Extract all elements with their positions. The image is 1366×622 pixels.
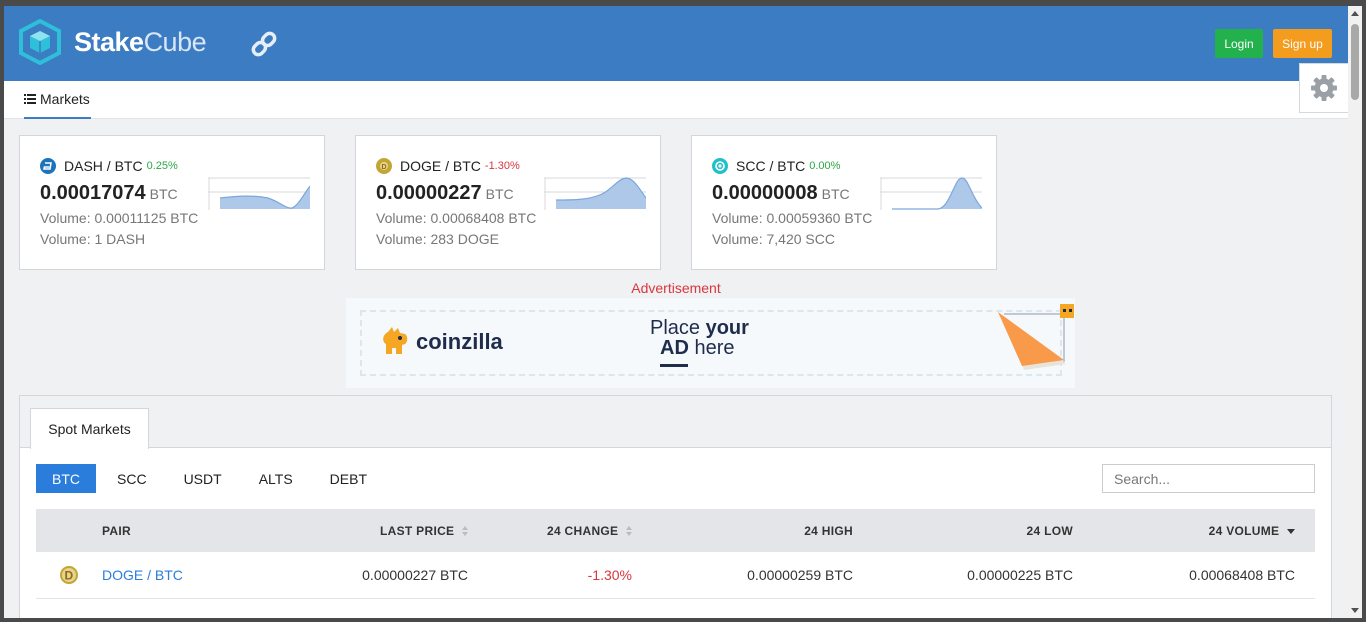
site-logo[interactable]: StakeCube	[18, 19, 207, 65]
page-scrollbar[interactable]	[1348, 6, 1362, 618]
ticker-pair: DOGE / BTC	[400, 158, 481, 174]
nav-markets-tab[interactable]: Markets	[24, 81, 91, 119]
col-pair[interactable]: PAIR	[102, 523, 131, 538]
sort-icon	[462, 526, 468, 537]
col-24-volume[interactable]: 24 VOLUME	[1073, 524, 1295, 538]
place-ad-text: Place your AD here	[650, 318, 749, 367]
ticker-volume-coin: Volume: 1 DASH	[40, 231, 146, 247]
filter-debt[interactable]: DEBT	[329, 470, 368, 487]
table-row[interactable]: D DOGE / BTC 0.00000227 BTC -1.30% 0.000…	[36, 552, 1315, 599]
svg-text:D: D	[382, 164, 387, 171]
filter-scc[interactable]: SCC	[117, 470, 147, 487]
site-header: StakeCube Login Sign up	[4, 6, 1348, 81]
doge-coin-icon: D	[376, 158, 392, 174]
list-icon	[24, 94, 36, 104]
table-header: PAIR LAST PRICE 24 CHANGE 24 HIGH 24 LOW…	[36, 509, 1315, 552]
ticker-price: 0.00000008	[712, 182, 818, 204]
ticker-pair: SCC / BTC	[736, 158, 806, 174]
market-search-input[interactable]	[1102, 464, 1315, 493]
cell-high: 0.00000259 BTC	[747, 567, 853, 583]
coinzilla-logo: coinzilla	[380, 326, 503, 358]
nav-markets-label: Markets	[40, 91, 90, 107]
ticker-card-scc[interactable]: SCC / BTC 0.00% 0.00000008 BTC Volume: 0.…	[691, 135, 997, 270]
panel-tab-bar: Spot Markets	[20, 396, 1331, 449]
login-button[interactable]: Login	[1215, 29, 1263, 58]
scroll-up-icon[interactable]	[1351, 11, 1359, 16]
spot-markets-panel: Spot Markets BTC SCC USDT ALTS DEBT PAIR…	[19, 395, 1332, 618]
col-24-low[interactable]: 24 LOW	[1026, 523, 1073, 538]
col-last-price[interactable]: LAST PRICE	[242, 524, 468, 538]
tab-spot-markets[interactable]: Spot Markets	[30, 408, 149, 449]
ticker-pair: DASH / BTC	[64, 158, 143, 174]
scrollbar-thumb[interactable]	[1351, 24, 1359, 100]
ticker-change: 0.25%	[146, 160, 178, 172]
ticker-volume-btc: Volume: 0.00011125 BTC	[40, 210, 199, 226]
cell-change: -1.30%	[587, 567, 632, 583]
cell-volume: 0.00068408 BTC	[1189, 567, 1295, 583]
ticker-card-dash[interactable]: DASH / BTC 0.25% 0.00017074 BTC Volume: 0…	[19, 135, 325, 270]
filter-usdt[interactable]: USDT	[183, 470, 222, 487]
browser-window: StakeCube Login Sign up Markets	[4, 6, 1348, 618]
scc-coin-icon	[712, 158, 728, 174]
market-filter-tabs: BTC SCC USDT ALTS DEBT	[36, 464, 388, 493]
ticker-unit: BTC	[149, 186, 178, 202]
filter-alts[interactable]: ALTS	[258, 470, 293, 487]
ticker-unit: BTC	[821, 186, 850, 202]
brand-name: StakeCube	[74, 26, 207, 57]
ticker-change: -1.30%	[484, 160, 520, 172]
sort-icon	[626, 526, 632, 537]
cell-last-price: 0.00000227 BTC	[362, 567, 468, 583]
advertisement-label: Advertisement	[631, 280, 721, 296]
ticker-change: 0.00%	[809, 160, 841, 172]
markets-table: PAIR LAST PRICE 24 CHANGE 24 HIGH 24 LOW…	[36, 509, 1315, 599]
ticker-price: 0.00000227	[376, 182, 482, 204]
ticker-volume-btc: Volume: 0.00059360 BTC	[712, 210, 873, 226]
signup-button[interactable]: Sign up	[1273, 29, 1332, 58]
cell-low: 0.00000225 BTC	[967, 567, 1073, 583]
col-24-high[interactable]: 24 HIGH	[804, 523, 853, 538]
coinzilla-mascot-icon	[383, 327, 408, 354]
sparkline-chart	[880, 177, 982, 210]
pair-link[interactable]: DOGE / BTC	[102, 567, 183, 583]
coinzilla-text: coinzilla	[416, 329, 503, 354]
col-24-change[interactable]: 24 CHANGE	[468, 524, 632, 538]
doge-coin-icon: D	[60, 566, 78, 584]
ticker-price: 0.00017074	[40, 182, 146, 204]
nav-bar: Markets	[4, 81, 1348, 119]
ticker-unit: BTC	[485, 186, 514, 202]
ticker-card-doge[interactable]: D DOGE / BTC -1.30% 0.00000227 BTC Volume…	[355, 135, 661, 270]
cube-logo-icon	[19, 19, 61, 65]
dash-coin-icon	[40, 158, 56, 174]
ad-banner[interactable]: coinzilla Place your AD here	[346, 298, 1075, 388]
ticker-volume-coin: Volume: 7,420 SCC	[712, 231, 835, 247]
settings-button[interactable]	[1299, 63, 1348, 113]
gear-icon	[1311, 75, 1337, 101]
sparkline-chart	[544, 177, 646, 210]
scroll-down-icon[interactable]	[1351, 608, 1359, 613]
sort-desc-icon	[1287, 529, 1295, 535]
ad-cursor-graphic	[998, 304, 1074, 370]
filter-btc[interactable]: BTC	[36, 464, 96, 493]
ticker-volume-btc: Volume: 0.00068408 BTC	[376, 210, 537, 226]
ticker-volume-coin: Volume: 283 DOGE	[376, 231, 499, 247]
sparkline-chart	[208, 177, 310, 210]
ad-frame	[360, 310, 1062, 376]
svg-text:D: D	[65, 569, 74, 583]
link-icon[interactable]	[250, 30, 278, 63]
